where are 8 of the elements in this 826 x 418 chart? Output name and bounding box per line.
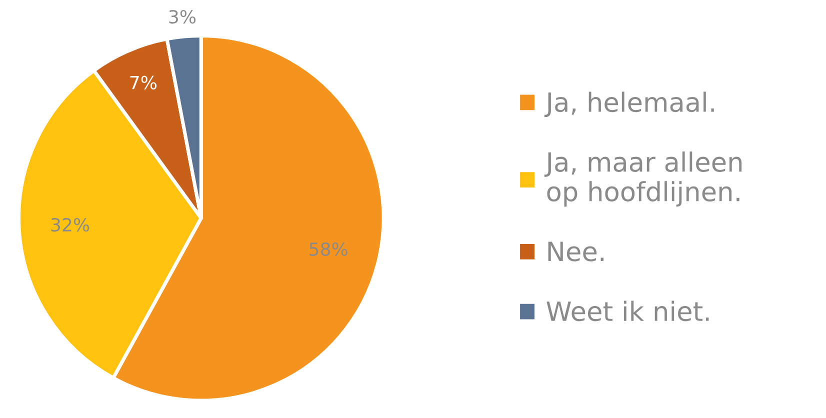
data-label: 58% [310, 242, 348, 256]
legend-label: Weet ik niet. [546, 300, 709, 322]
legend-label: Ja, helemaal. [544, 92, 714, 118]
data-label: 3% [169, 10, 196, 24]
legend-label: Ja, maar alleen op hoofdlijnen. [544, 152, 742, 207]
data-label: 32% [51, 218, 90, 232]
data-label: 7% [130, 76, 157, 90]
legend-label: Nee. [548, 242, 604, 262]
